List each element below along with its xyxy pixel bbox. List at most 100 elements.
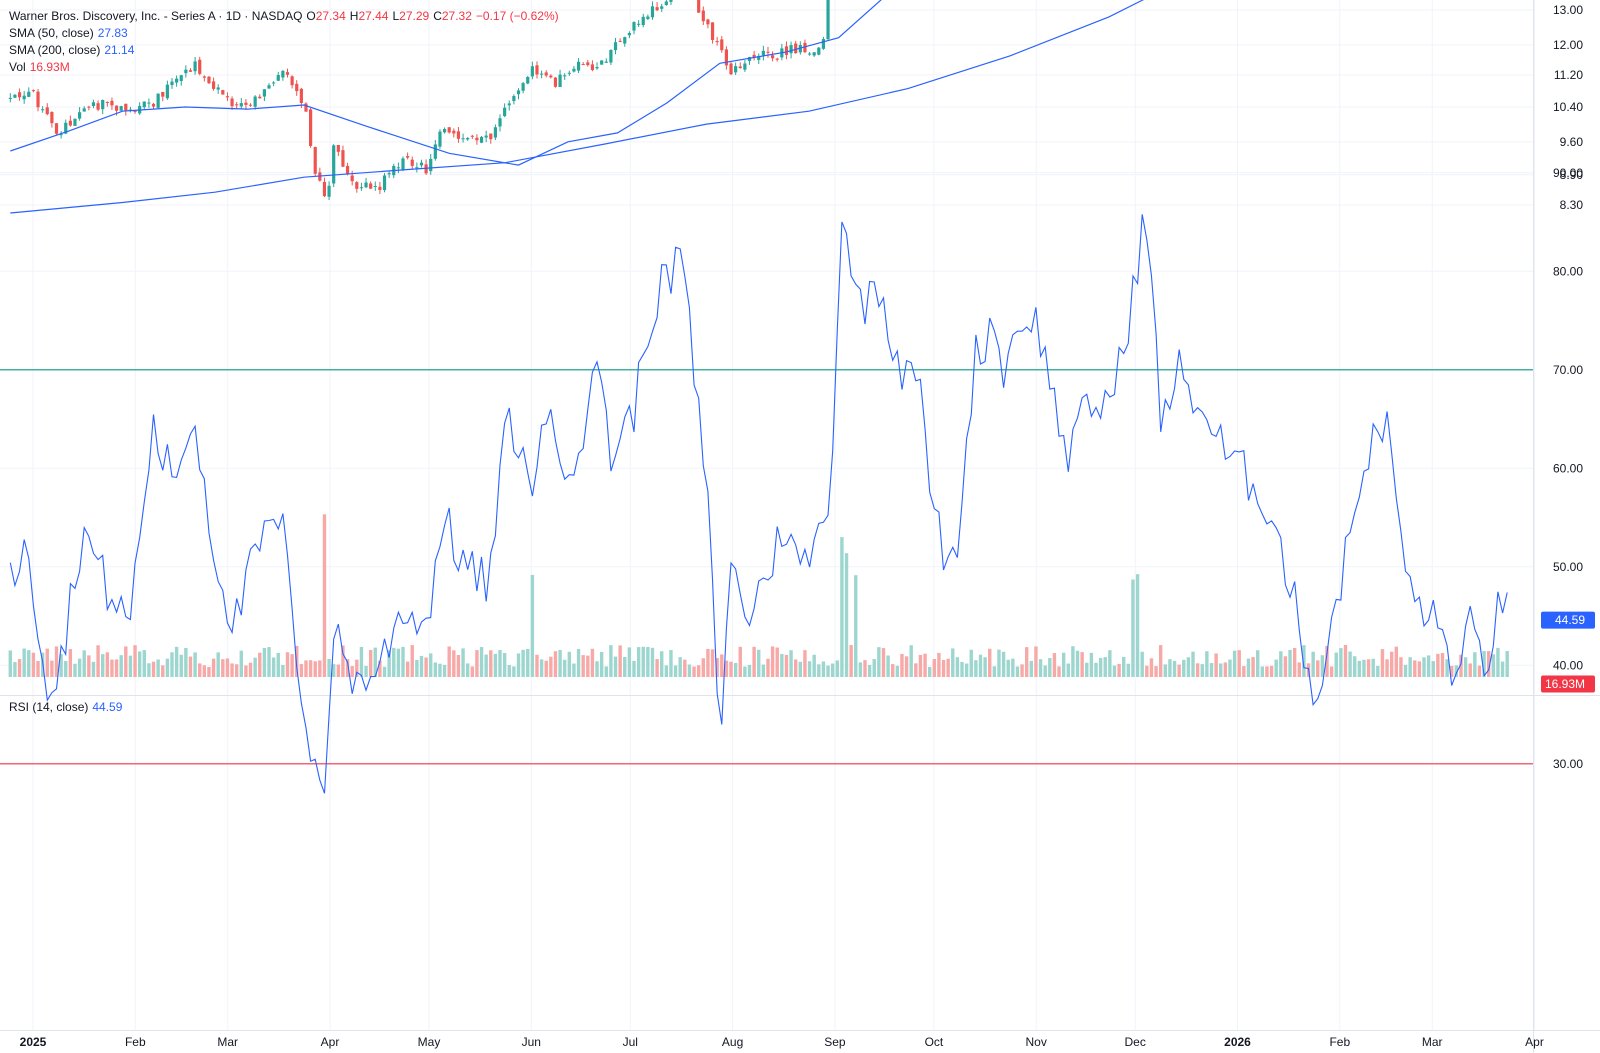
volume-bar	[1482, 651, 1486, 677]
volume-bar	[110, 659, 114, 677]
volume-bar	[807, 661, 812, 677]
volume-bar	[1417, 661, 1422, 677]
time-tick-label: Nov	[1026, 1035, 1047, 1049]
close-value: 27.32	[441, 9, 472, 23]
candle-body	[373, 185, 377, 187]
candle-body	[235, 104, 239, 106]
volume-bar	[1459, 654, 1463, 677]
volume-bar	[604, 666, 608, 677]
volume-bar	[590, 648, 595, 677]
volume-bar	[1279, 651, 1283, 677]
volume-bar	[1399, 657, 1403, 677]
volume-bar	[1316, 660, 1320, 677]
volume-bar	[1357, 660, 1362, 677]
volume-bar	[1491, 654, 1496, 677]
volume-bar	[248, 662, 253, 677]
rsi-axis: 90.00 80.00 70.00 60.00 50.00 40.00 30.00	[1553, 166, 1583, 771]
volume-bar	[211, 658, 216, 677]
volume-bar	[1274, 659, 1278, 677]
volume-label: Vol	[9, 60, 26, 74]
volume-bar	[983, 657, 987, 677]
volume-bar	[45, 648, 49, 677]
volume-bar	[1108, 650, 1112, 677]
volume-bar	[683, 659, 687, 677]
volume-bar	[729, 661, 733, 677]
volume-bar	[114, 659, 119, 677]
candle-body	[415, 167, 419, 169]
candle-body	[82, 108, 86, 112]
volume-bar	[733, 662, 738, 677]
candle-body	[31, 90, 35, 92]
candle-body	[789, 45, 793, 54]
volume-bar	[156, 659, 160, 677]
volume-bar	[1209, 663, 1214, 677]
candle-body	[563, 75, 567, 77]
volume-bar	[1366, 659, 1371, 677]
volume-bar	[479, 647, 484, 677]
volume-bar	[955, 657, 960, 677]
volume-bar	[1422, 657, 1426, 677]
candle-body	[618, 40, 622, 42]
volume-bar	[1085, 662, 1089, 677]
volume-bar	[382, 666, 387, 677]
volume-bar	[234, 664, 239, 677]
volume-bar	[410, 645, 414, 677]
volume-bar	[193, 652, 197, 677]
volume-bar	[91, 661, 96, 677]
candle-body	[632, 22, 636, 31]
volume-bar	[1200, 664, 1204, 677]
volume-bar	[720, 654, 724, 677]
volume-bar	[1394, 646, 1398, 677]
time-tick-label: Jul	[623, 1035, 638, 1049]
price-badge-bg	[1541, 675, 1595, 693]
volume-bar	[498, 649, 502, 677]
volume-bar	[1440, 653, 1445, 677]
volume-bar	[664, 665, 669, 677]
volume-bar	[858, 662, 863, 677]
volume-legend[interactable]: Vol 16.93M	[9, 59, 74, 76]
volume-bar	[1094, 662, 1098, 677]
sma200-legend[interactable]: SMA (200, close) 21.14	[9, 42, 138, 59]
low-label: L	[392, 9, 400, 23]
candle-body	[442, 129, 447, 133]
rsi-label: RSI (14, close)	[9, 700, 89, 714]
time-tick-label: Jun	[522, 1035, 541, 1049]
volume-bar	[978, 654, 983, 677]
volume-bar	[281, 664, 285, 677]
rsi-tick-label: 80.00	[1553, 264, 1583, 278]
candle-body	[91, 102, 96, 107]
volume-bar	[239, 650, 243, 677]
volume-bar	[124, 646, 128, 677]
volume-bar	[521, 649, 525, 677]
volume-bar	[373, 647, 377, 677]
rsi-legend[interactable]: RSI (14, close) 44.59	[9, 699, 126, 716]
candle-body	[609, 49, 613, 63]
volume-bar	[68, 649, 73, 677]
volume-bar	[1311, 651, 1315, 677]
volume-bar	[405, 661, 410, 677]
volume-bar	[313, 661, 317, 677]
volume-bar	[715, 658, 719, 677]
rsi-tick-label: 40.00	[1553, 658, 1583, 672]
candle-body	[207, 76, 211, 84]
volume-bar	[1380, 649, 1385, 677]
volume-bar	[1292, 647, 1297, 677]
candle-body	[710, 22, 715, 40]
volume-bar	[780, 653, 784, 677]
volume-bar	[1265, 666, 1269, 677]
symbol-title: Warner Bros. Discovery, Inc. - Series A …	[9, 9, 303, 23]
candle-body	[309, 109, 313, 146]
volume-bar	[1154, 666, 1158, 677]
volume-bar	[798, 661, 803, 677]
candle-body	[498, 118, 502, 127]
volume-bar	[419, 655, 424, 677]
volume-bar	[1158, 645, 1163, 677]
sma50-legend[interactable]: SMA (50, close) 27.83	[9, 25, 132, 42]
volume-bar	[54, 646, 59, 677]
price-tick-label: 11.20	[1554, 68, 1583, 82]
volume-bar	[1043, 665, 1047, 677]
candle-body	[669, 0, 673, 2]
volume-bar	[687, 664, 692, 677]
price-tick-label: 9.60	[1560, 135, 1584, 149]
